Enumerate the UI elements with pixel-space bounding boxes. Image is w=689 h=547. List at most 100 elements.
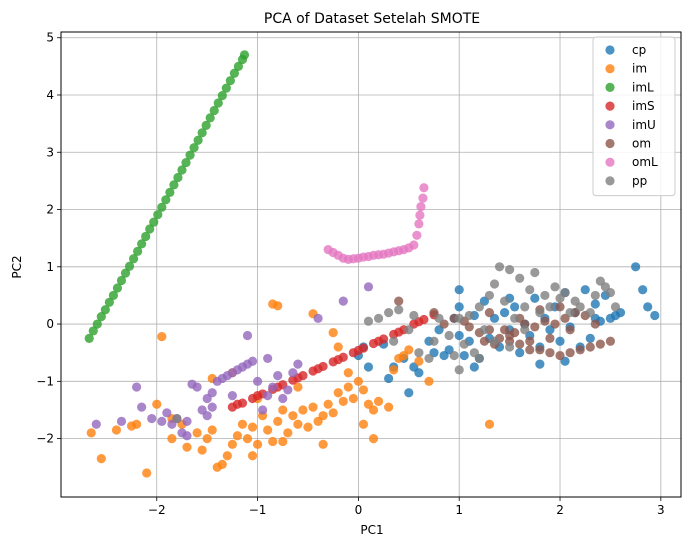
data-point [116, 416, 127, 427]
data-point [167, 433, 177, 444]
series-pp [172, 262, 621, 424]
data-point [454, 285, 464, 295]
data-point [333, 354, 343, 365]
data-point [499, 308, 510, 318]
data-point [638, 285, 648, 295]
data-point [394, 305, 404, 315]
data-point [560, 287, 570, 298]
data-point [318, 439, 328, 449]
data-point [373, 336, 384, 346]
data-point [298, 405, 308, 415]
data-point [414, 356, 424, 366]
legend-label: imS [632, 99, 655, 113]
data-point [328, 328, 338, 338]
data-point [580, 285, 590, 295]
data-point [313, 364, 323, 374]
data-point [605, 336, 616, 346]
data-point [288, 411, 298, 421]
data-point [363, 316, 374, 326]
data-point [368, 433, 379, 444]
data-point [333, 388, 343, 398]
data-point [454, 330, 464, 341]
data-point [565, 325, 575, 335]
data-point [173, 172, 183, 183]
data-point [415, 210, 425, 220]
y-tick-label: −2 [36, 432, 54, 446]
data-point [373, 313, 384, 323]
data-point [474, 302, 484, 312]
data-point [278, 436, 288, 447]
data-point [454, 313, 464, 323]
x-tick-label: −1 [249, 503, 267, 517]
legend-marker [605, 101, 615, 111]
data-point [343, 368, 353, 378]
data-point [197, 445, 207, 455]
legend-marker [605, 176, 615, 186]
data-point [550, 319, 560, 329]
data-point [590, 290, 600, 301]
y-tick-label: 3 [46, 145, 54, 159]
data-point [429, 336, 439, 346]
data-point [545, 348, 555, 358]
data-point [273, 301, 283, 311]
data-point [389, 336, 399, 346]
data-point [404, 345, 414, 355]
data-point [358, 419, 369, 429]
data-point [142, 468, 152, 478]
data-point [141, 231, 151, 242]
chart-title: PCA of Dataset Setelah SMOTE [264, 11, 480, 27]
data-point [323, 399, 333, 409]
data-point [111, 425, 122, 435]
data-point [384, 373, 394, 384]
data-point [205, 113, 215, 123]
x-tick-label: 0 [355, 503, 363, 517]
y-tick-label: 0 [46, 317, 54, 331]
data-point [631, 262, 641, 272]
data-point [394, 327, 404, 337]
x-tick-label: 2 [556, 503, 564, 517]
data-point [409, 310, 419, 321]
data-point [252, 439, 263, 449]
data-point [182, 442, 192, 452]
data-point [165, 187, 175, 197]
data-point [293, 359, 303, 369]
data-point [499, 296, 510, 306]
data-point [247, 356, 258, 366]
data-point [373, 396, 384, 406]
data-point [328, 408, 338, 418]
legend-marker [605, 138, 615, 149]
data-point [499, 325, 510, 335]
data-point [137, 402, 147, 412]
y-axis-label: PC2 [10, 255, 24, 278]
data-point [283, 385, 293, 395]
data-point [207, 425, 217, 435]
data-point [464, 310, 474, 321]
data-point [120, 268, 131, 278]
data-point [86, 428, 96, 438]
data-point [530, 267, 540, 278]
data-point [133, 246, 143, 256]
data-point [338, 396, 348, 406]
data-point [137, 239, 147, 249]
data-point [540, 290, 550, 301]
series-omL [323, 183, 429, 264]
data-point [197, 128, 207, 138]
data-point [268, 436, 278, 447]
data-point [550, 282, 560, 292]
data-point [100, 305, 110, 315]
data-point [585, 342, 595, 352]
data-point [484, 290, 495, 301]
data-point [91, 419, 101, 429]
data-point [132, 419, 142, 429]
data-point [182, 416, 192, 427]
data-point [293, 382, 303, 392]
series-imU [91, 282, 374, 441]
data-point [610, 302, 621, 312]
data-point [384, 402, 394, 412]
data-point [353, 345, 363, 355]
data-point [92, 319, 102, 329]
data-point [424, 353, 434, 364]
data-point [217, 459, 227, 469]
data-point [278, 393, 288, 404]
data-point [394, 296, 404, 306]
